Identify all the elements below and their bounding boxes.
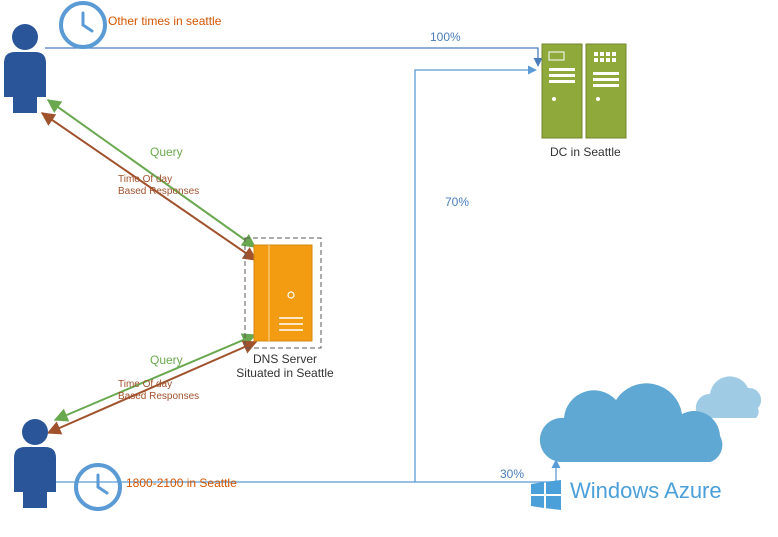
resp-bot-label: Time Of dayBased Responses [118, 379, 199, 403]
pct-30-label: 30% [500, 467, 524, 481]
edge-70pct [415, 70, 536, 482]
user-bot-label: 1800-2100 in Seattle [126, 476, 237, 490]
resp-top-label: Time Of dayBased Responses [118, 174, 199, 198]
clock-icon [61, 3, 105, 47]
user-icon [4, 24, 46, 113]
azure-cloud-icon [540, 376, 761, 462]
query-top-label: Query [150, 145, 183, 159]
dc-label: DC in Seattle [550, 145, 621, 159]
network-diagram [0, 0, 778, 537]
pct-100-label: 100% [430, 30, 461, 44]
user-top-label: Other times in seattle [108, 14, 221, 28]
pct-70-label: 70% [445, 195, 469, 209]
windows-logo-icon [531, 480, 561, 510]
query-bot-label: Query [150, 353, 183, 367]
dns-server-icon [245, 238, 321, 348]
azure-brand-label: Windows Azure [570, 478, 722, 504]
datacenter-icon [542, 44, 626, 138]
edge-100pct [45, 48, 538, 66]
dns-label: DNS ServerSituated in Seattle [225, 352, 345, 380]
clock-icon [76, 465, 120, 509]
